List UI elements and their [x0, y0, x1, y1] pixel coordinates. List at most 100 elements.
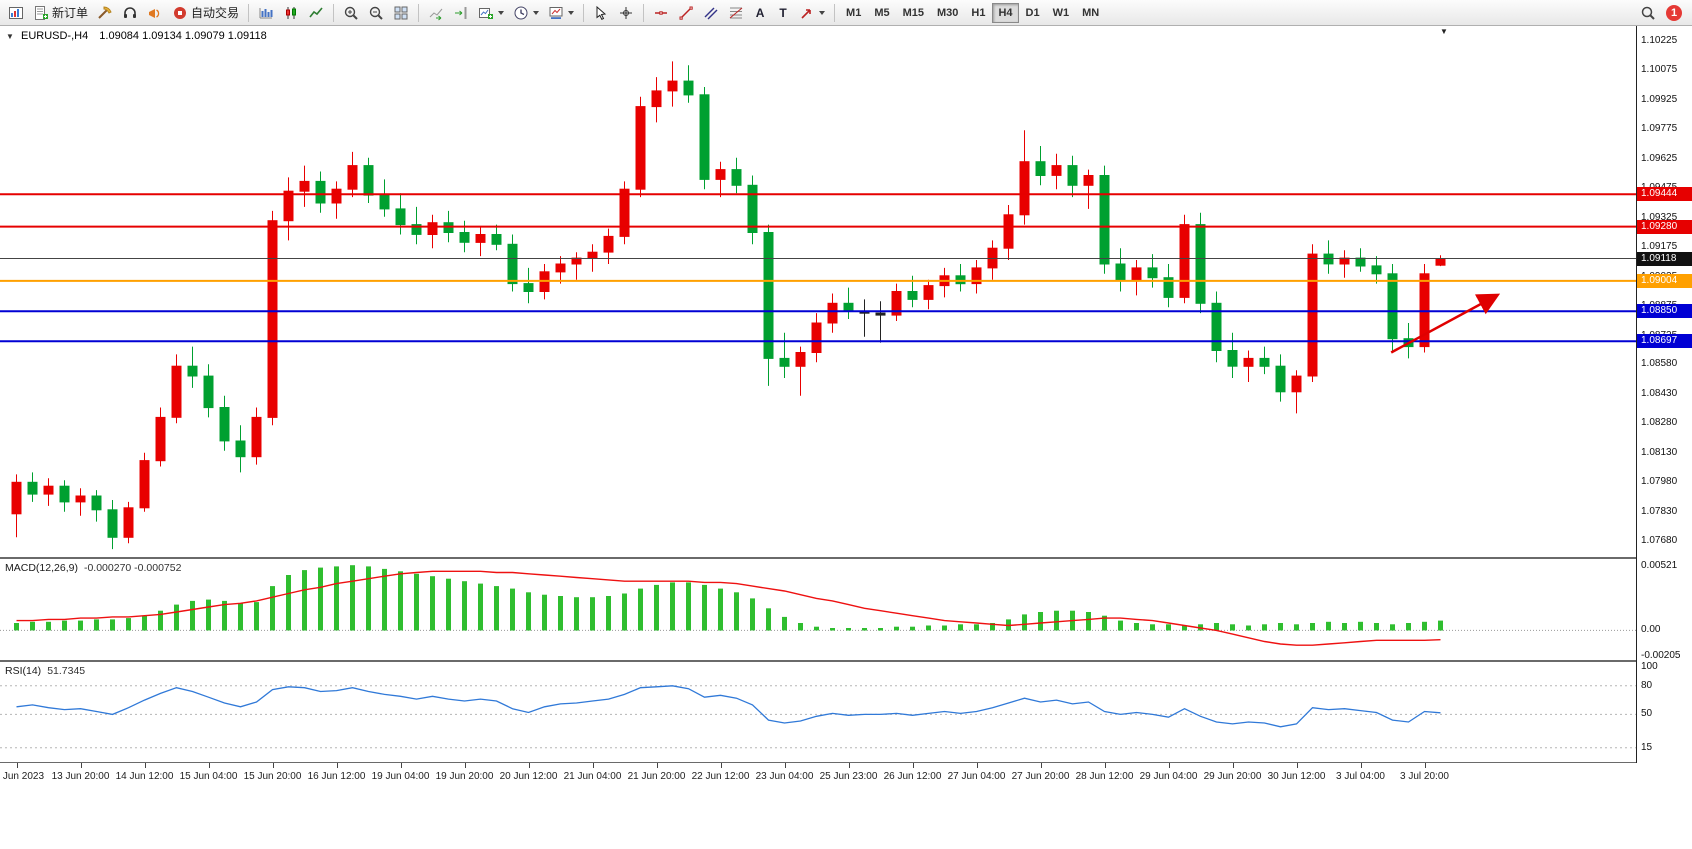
candlestick-plot[interactable]	[0, 26, 1636, 557]
candlestick-chart-button[interactable]	[279, 2, 303, 24]
time-axis-label: 25 Jun 23:00	[819, 771, 878, 782]
timeframe-mn-button[interactable]: MN	[1076, 3, 1105, 23]
auto-scroll-button[interactable]	[424, 2, 448, 24]
time-tick	[976, 763, 978, 768]
horizontal-line-icon	[653, 5, 669, 21]
trendline-icon	[678, 5, 694, 21]
chart-shift-button[interactable]	[449, 2, 473, 24]
rsi-axis-label: 100	[1641, 660, 1658, 672]
chart-ohlc-values: 1.09084 1.09134 1.09079 1.09118	[99, 30, 267, 42]
toolbar-separator	[418, 3, 420, 22]
template-dropdown-button[interactable]	[544, 2, 578, 24]
clock-icon	[513, 5, 529, 21]
timeframe-m15-button[interactable]: M15	[897, 3, 930, 23]
arrow-tool-icon	[799, 5, 815, 21]
macd-axis-label: 0.00	[1641, 624, 1661, 636]
template-icon	[548, 5, 564, 21]
timeframe-d1-button[interactable]: D1	[1020, 3, 1046, 23]
panel-separator[interactable]	[0, 660, 1692, 662]
time-axis-label: 30 Jun 12:00	[1267, 771, 1326, 782]
rsi-value: 51.7345	[47, 665, 86, 677]
chart-symbol-period: EURUSD-,H4	[20, 30, 89, 42]
tile-windows-icon	[393, 5, 409, 21]
rsi-axis-label: 80	[1641, 679, 1653, 691]
time-axis-label: 22 Jun 12:00	[691, 771, 750, 782]
chart-shift-marker-icon[interactable]: ▼	[1440, 27, 1448, 36]
time-axis-label: 28 Jun 12:00	[1075, 771, 1134, 782]
time-axis[interactable]: 13 Jun 2023 13 Jun 20:00 14 Jun 12:00 15 Ju…	[0, 763, 1636, 789]
zoom-out-button[interactable]	[364, 2, 388, 24]
rsi-indicator-plot[interactable]	[0, 662, 1636, 762]
text-label-icon: T	[779, 5, 787, 20]
time-axis-label: 13 Jun 20:00	[51, 771, 110, 782]
time-axis-label: 15 Jun 04:00	[179, 771, 238, 782]
time-tick	[208, 763, 210, 768]
price-tag: 1.09444	[1637, 187, 1692, 202]
new-chart-icon	[478, 5, 494, 21]
time-axis-label: 19 Jun 04:00	[371, 771, 430, 782]
text-label-tool-button[interactable]: T	[772, 2, 794, 24]
trendline-button[interactable]	[674, 2, 698, 24]
time-axis-label: 20 Jun 12:00	[499, 771, 558, 782]
new-chart-dropdown-button[interactable]	[474, 2, 508, 24]
time-tick	[1232, 763, 1234, 768]
fibonacci-button[interactable]	[724, 2, 748, 24]
chart-window-button[interactable]	[4, 2, 28, 24]
channel-icon	[703, 5, 719, 21]
timeframe-h1-button[interactable]: H1	[965, 3, 991, 23]
toolbar: 新订单 自动交易	[0, 0, 1692, 26]
tile-windows-button[interactable]	[389, 2, 413, 24]
time-axis-label: 14 Jun 12:00	[115, 771, 174, 782]
line-chart-button[interactable]	[304, 2, 328, 24]
price-axis[interactable]: 1.10225 1.10075 1.09925 1.09775 1.09625 1.094…	[1636, 26, 1692, 763]
toolbar-separator	[643, 3, 645, 22]
price-tag: 1.09280	[1637, 219, 1692, 234]
macd-indicator-label: MACD(12,26,9) -0.000270 -0.000752	[5, 562, 181, 574]
time-tick	[16, 763, 18, 768]
horizontal-line-button[interactable]	[649, 2, 673, 24]
timeframe-h4-button[interactable]: H4	[992, 2, 1019, 23]
price-tag: 1.09004	[1637, 273, 1692, 288]
bar-chart-button[interactable]	[254, 2, 278, 24]
timeframe-m5-button[interactable]: M5	[868, 3, 895, 23]
timeframe-w1-button[interactable]: W1	[1047, 3, 1076, 23]
rsi-axis-label: 50	[1641, 708, 1653, 720]
price-axis-label: 1.08580	[1641, 358, 1678, 370]
line-chart-icon	[308, 5, 324, 21]
search-icon	[1640, 5, 1656, 21]
price-axis-label: 1.09775	[1641, 123, 1678, 135]
search-button[interactable]	[1636, 2, 1660, 24]
annotation-arrow[interactable]	[1390, 293, 1501, 354]
new-order-button[interactable]: 新订单	[29, 2, 92, 24]
macd-indicator-plot[interactable]	[0, 559, 1636, 660]
timeframe-m1-button[interactable]: M1	[840, 3, 867, 23]
gold-tool-button[interactable]	[93, 2, 117, 24]
zoom-in-button[interactable]	[339, 2, 363, 24]
notification-badge[interactable]: 1	[1666, 4, 1682, 21]
timeframe-m30-button[interactable]: M30	[931, 3, 964, 23]
time-axis-label: 16 Jun 12:00	[307, 771, 366, 782]
time-axis-label: 27 Jun 20:00	[1011, 771, 1070, 782]
announcement-button[interactable]	[143, 2, 167, 24]
crosshair-button[interactable]	[614, 2, 638, 24]
price-tag: 1.08697	[1637, 334, 1692, 349]
toolbar-separator	[834, 3, 836, 22]
cursor-button[interactable]	[589, 2, 613, 24]
period-dropdown-button[interactable]	[509, 2, 543, 24]
macd-values: -0.000270 -0.000752	[83, 562, 182, 574]
time-axis-label: 15 Jun 20:00	[243, 771, 302, 782]
zoom-out-icon	[368, 5, 384, 21]
headset-button[interactable]	[118, 2, 142, 24]
time-axis-label: 27 Jun 04:00	[947, 771, 1006, 782]
auto-trading-button[interactable]: 自动交易	[168, 2, 243, 24]
bar-chart-icon	[258, 5, 274, 21]
time-axis-label: 26 Jun 12:00	[883, 771, 942, 782]
dropdown-arrow-icon	[568, 10, 575, 15]
one-click-trading-arrow-icon[interactable]: ▼	[6, 32, 14, 41]
text-tool-button[interactable]: A	[749, 2, 771, 24]
time-tick	[848, 763, 850, 768]
arrow-tool-dropdown-button[interactable]	[795, 2, 829, 24]
channel-button[interactable]	[699, 2, 723, 24]
panel-separator[interactable]	[0, 557, 1692, 559]
